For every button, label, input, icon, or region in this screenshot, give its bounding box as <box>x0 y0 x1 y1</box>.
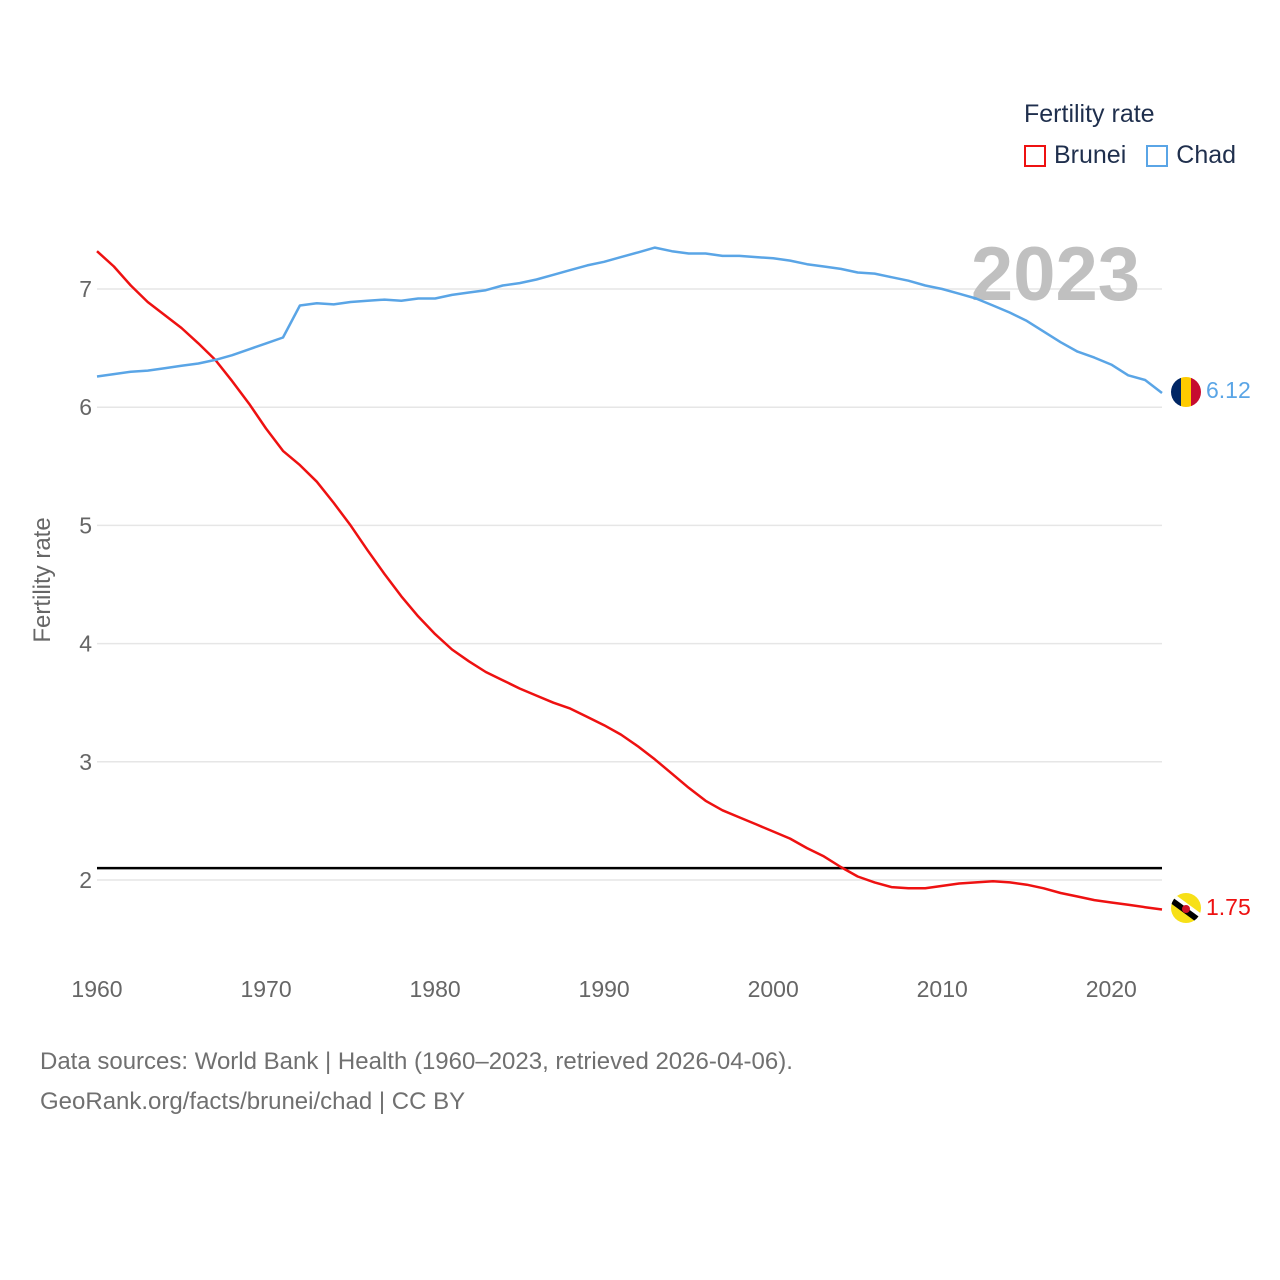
y-tick-label: 4 <box>79 631 92 657</box>
x-tick-label: 1980 <box>410 976 461 1002</box>
y-axis-title: Fertility rate <box>29 517 56 642</box>
legend-swatch-brunei <box>1024 144 1046 167</box>
brunei-flag-icon <box>1171 893 1201 923</box>
legend-swatch-chad <box>1146 144 1169 167</box>
series-line-brunei <box>96 250 1163 911</box>
x-tick-label: 2010 <box>917 976 968 1002</box>
legend-title: Fertility rate <box>1024 100 1155 128</box>
brunei-end-value: 1.75 <box>1206 894 1251 920</box>
legend-label-brunei: Brunei <box>1054 141 1127 169</box>
x-tick-label: 1990 <box>579 976 630 1002</box>
y-tick-label: 7 <box>79 276 92 302</box>
x-axis-ticks: 1960 1970 1980 1990 2000 2010 2020 <box>71 976 1136 1002</box>
data-source-note: Data sources: World Bank | Health (1960–… <box>40 1048 793 1075</box>
legend-item-brunei[interactable]: Brunei <box>1024 141 1126 170</box>
x-tick-label: 2000 <box>748 976 799 1002</box>
y-axis-ticks: 2 3 4 5 6 7 <box>79 276 92 893</box>
grid-lines <box>97 288 1162 881</box>
chad-end-value: 6.12 <box>1206 377 1251 403</box>
y-tick-label: 6 <box>79 394 92 420</box>
y-tick-label: 5 <box>79 512 92 538</box>
chad-flag-icon <box>1171 377 1201 407</box>
legend-item-chad[interactable]: Chad <box>1146 141 1236 170</box>
highlight-year: 2023 <box>971 232 1140 317</box>
attribution-link[interactable]: GeoRank.org/facts/brunei/chad | CC BY <box>40 1088 466 1115</box>
x-tick-label: 2020 <box>1086 976 1137 1002</box>
y-tick-label: 2 <box>79 867 92 893</box>
end-markers <box>1171 377 1201 923</box>
x-tick-label: 1960 <box>71 976 122 1002</box>
y-tick-label: 3 <box>79 749 92 775</box>
x-tick-label: 1970 <box>240 976 291 1002</box>
legend-label-chad: Chad <box>1176 141 1237 169</box>
legend: Fertility rate Brunei Chad <box>1024 100 1256 170</box>
series-lines <box>96 246 1163 911</box>
footer: Data sources: World Bank | Health (1960–… <box>40 1042 793 1122</box>
series-line-chad <box>96 246 1163 394</box>
